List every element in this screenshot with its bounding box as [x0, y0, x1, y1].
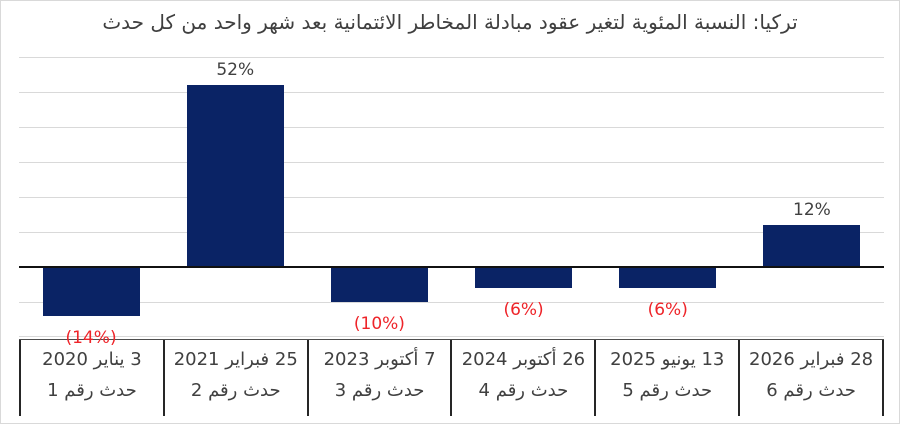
category-date: 25 فبراير 2021: [173, 349, 298, 370]
category-event-number: حدث رقم 2: [190, 379, 281, 401]
bar-event-3: [330, 268, 428, 302]
bar-value-label: (6%): [647, 300, 688, 320]
category-axis: 3 يناير 2020 حدث رقم 1 25 فبراير 2021 حدث ر…: [19, 339, 884, 417]
gridline: [19, 232, 884, 233]
gridline: [19, 302, 884, 303]
category-cell-3: 7 أكتوبر 2023 حدث رقم 3: [306, 340, 451, 416]
gridline: [19, 336, 884, 337]
bar-value-label: 52%: [216, 60, 255, 80]
category-cell-6: 28 فبراير 2026 حدث رقم 6: [738, 340, 884, 416]
category-cell-4: 26 أكتوبر 2024 حدث رقم 4: [450, 340, 594, 416]
category-cell-1: 3 يناير 2020 حدث رقم 1: [19, 340, 163, 416]
bar-event-1: [42, 268, 140, 316]
chart-title: تركيا: النسبة المئوية لتغير عقود مبادلة …: [102, 10, 798, 34]
gridline: [19, 57, 884, 58]
category-date: 13 يونيو 2025: [610, 349, 725, 370]
bar-value-label: (6%): [503, 300, 544, 320]
category-event-number: حدث رقم 6: [766, 379, 856, 401]
category-date: 28 فبراير 2026: [749, 349, 874, 370]
bar-event-5: [619, 268, 717, 288]
bar-value-label: (10%): [353, 314, 405, 334]
zero-axis-line: [19, 266, 884, 268]
gridline: [19, 197, 884, 198]
bar-value-label: (14%): [65, 328, 117, 348]
gridline: [19, 92, 884, 93]
category-date: 3 يناير 2020: [42, 349, 142, 370]
category-date: 7 أكتوبر 2023: [323, 349, 436, 370]
category-cell-2: 25 فبراير 2021 حدث رقم 2: [162, 340, 307, 416]
bar-event-2: [186, 85, 284, 267]
category-event-number: حدث رقم 4: [478, 379, 569, 401]
plot-area: (14%) 52% (10%) (6%) (6%) 12%: [19, 57, 884, 348]
gridline: [19, 162, 884, 163]
category-cell-5: 13 يونيو 2025 حدث رقم 5: [594, 340, 738, 416]
category-event-number: حدث رقم 1: [47, 379, 137, 401]
gridline: [19, 127, 884, 128]
category-date: 26 أكتوبر 2024: [461, 349, 586, 370]
bar-event-6: [763, 225, 861, 267]
category-event-number: حدث رقم 3: [334, 379, 425, 401]
bar-value-label: 12%: [793, 200, 831, 220]
category-event-number: حدث رقم 5: [622, 379, 713, 401]
bar-event-4: [475, 268, 573, 288]
